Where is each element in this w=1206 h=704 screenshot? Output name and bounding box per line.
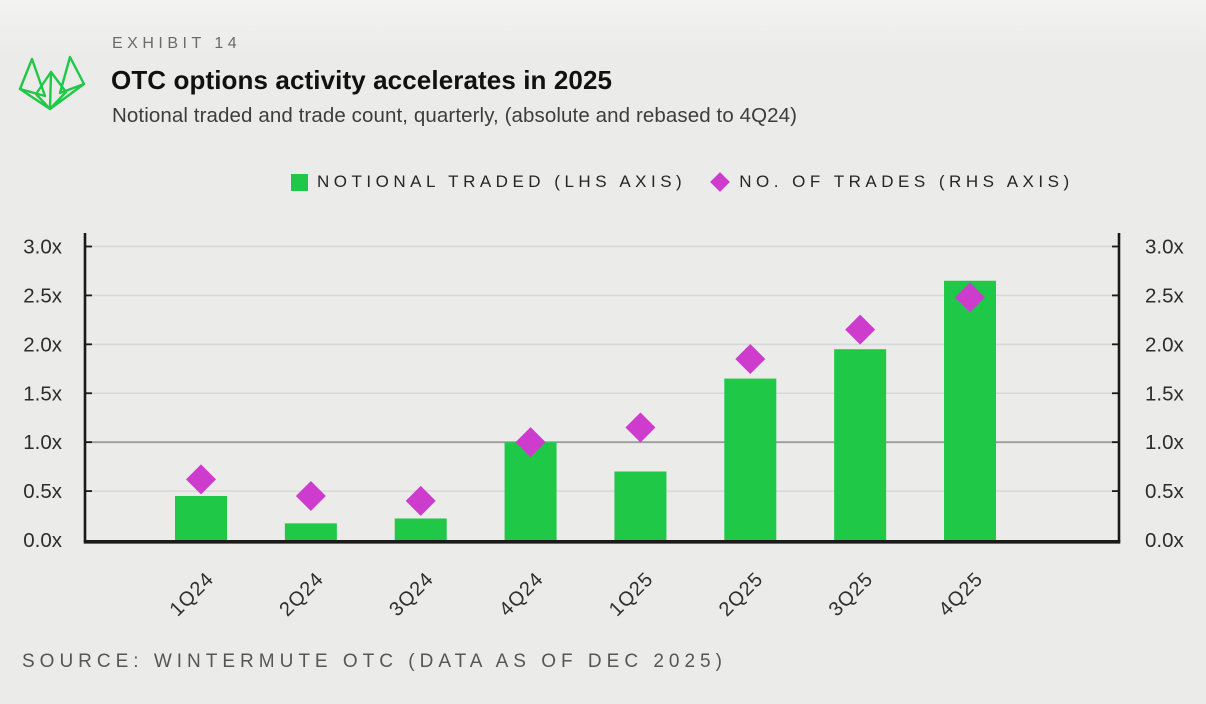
y-tick-label-right-1.5x: 1.5x <box>1145 382 1184 405</box>
bar-1q24 <box>175 495 227 540</box>
x-tick-label-4q25: 4Q25 <box>935 568 988 621</box>
y-tick-label-left-2.5x: 2.5x <box>23 284 62 307</box>
logo-strokes <box>18 55 86 111</box>
bar-1q25 <box>614 471 667 540</box>
wintermute-logo-icon <box>18 55 86 111</box>
x-tick-label-3q25: 3Q25 <box>825 568 878 621</box>
trades-marker-2q25 <box>735 344 766 375</box>
legend-label-no-of-trades: NO. OF TRADES (RHS AXIS) <box>739 172 1074 191</box>
y-tick-label-right-3.0x: 3.0x <box>1145 236 1184 259</box>
y-tick-label-left-3.0x: 3.0x <box>23 236 62 259</box>
y-tick-label-left-1.0x: 1.0x <box>23 431 62 454</box>
y-tick-label-left-0.5x: 0.5x <box>23 480 62 503</box>
y-tick-label-left-2.0x: 2.0x <box>23 333 62 356</box>
trades-marker-2q24 <box>295 480 326 511</box>
legend-item-no-of-trades: NO. OF TRADES (RHS AXIS) <box>710 172 1073 192</box>
y-tick-label-right-2.5x: 2.5x <box>1145 284 1184 307</box>
y-tick-label-left-0.0x: 0.0x <box>23 529 62 552</box>
page-subtitle: Notional traded and trade count, quarter… <box>112 104 798 127</box>
bar-3q25 <box>834 349 887 540</box>
exhibit-label: EXHIBIT 14 <box>112 35 242 52</box>
chart-legend: NOTIONAL TRADED (LHS AXIS) NO. OF TRADES… <box>291 172 1074 192</box>
bar-2q25 <box>724 378 777 540</box>
y-tick-label-right-2.0x: 2.0x <box>1145 333 1184 356</box>
x-tick-label-3q24: 3Q24 <box>385 568 438 621</box>
x-tick-label-2q25: 2Q25 <box>715 568 768 621</box>
y-tick-label-right-1.0x: 1.0x <box>1145 431 1184 454</box>
bar-4q25 <box>944 280 997 540</box>
x-tick-label-1q24: 1Q24 <box>166 568 219 621</box>
bar-3q24 <box>394 518 447 540</box>
trades-marker-1q24 <box>186 464 216 495</box>
source-note: SOURCE: WINTERMUTE OTC (DATA AS OF DEC 2… <box>22 651 727 672</box>
x-tick-label-1q25: 1Q25 <box>605 568 658 621</box>
trades-marker-1q25 <box>625 412 656 443</box>
bar-4q24 <box>504 442 557 540</box>
trades-marker-3q25 <box>845 314 876 345</box>
trades-marker-4q25 <box>955 282 986 313</box>
trades-marker-4q24 <box>515 427 546 458</box>
legend-item-notional-traded: NOTIONAL TRADED (LHS AXIS) <box>291 172 686 192</box>
x-tick-label-2q24: 2Q24 <box>275 568 328 621</box>
legend-label-notional-traded: NOTIONAL TRADED (LHS AXIS) <box>317 172 687 191</box>
x-tick-label-4q24: 4Q24 <box>495 568 548 621</box>
page-title: OTC options activity accelerates in 2025 <box>111 65 613 95</box>
y-tick-label-right-0.0x: 0.0x <box>1145 529 1184 552</box>
trades-marker-3q24 <box>405 485 436 516</box>
notional-traded-square-icon <box>291 173 308 191</box>
y-tick-label-right-0.5x: 0.5x <box>1145 480 1184 503</box>
y-tick-label-left-1.5x: 1.5x <box>23 382 62 405</box>
bar-2q24 <box>284 523 337 540</box>
